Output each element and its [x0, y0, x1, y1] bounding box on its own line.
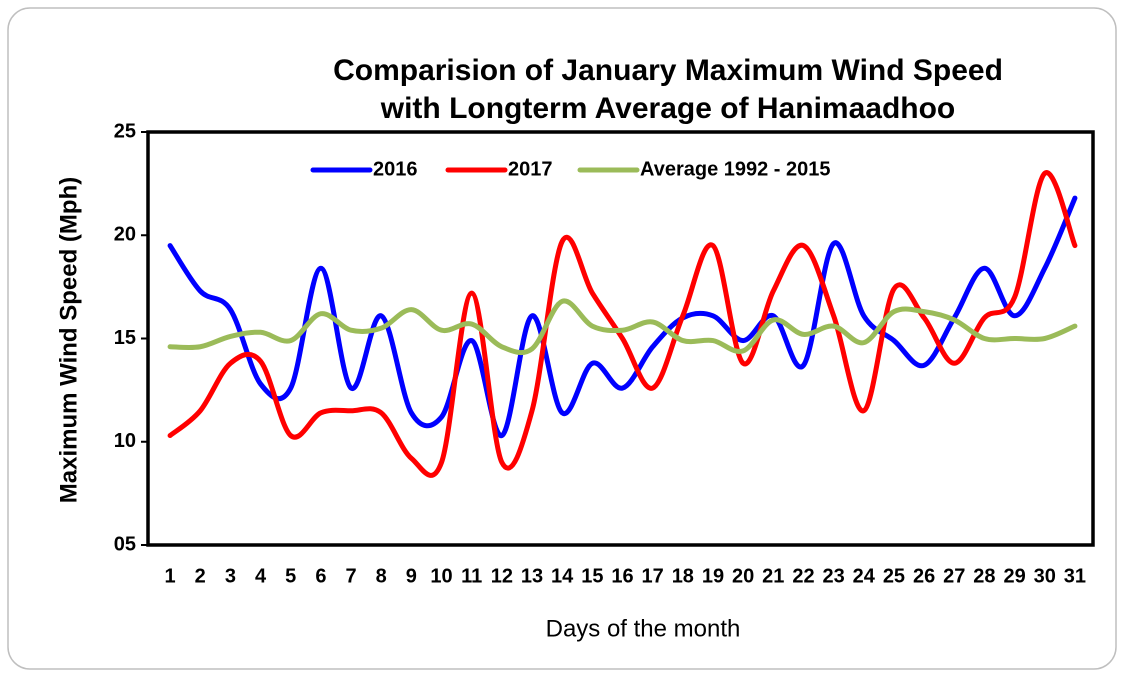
chart-title: with Longterm Average of Hanimaadhoo: [380, 92, 956, 125]
x-tick-label: 25: [883, 565, 905, 587]
x-tick-label: 3: [225, 565, 236, 587]
y-tick-label: 25: [114, 120, 136, 142]
x-tick-label: 31: [1064, 565, 1086, 587]
legend-label: 2016: [373, 158, 418, 180]
x-tick-label: 11: [461, 565, 482, 587]
x-tick-label: 12: [491, 565, 513, 587]
x-tick-label: 9: [406, 565, 417, 587]
x-axis-label: Days of the month: [546, 615, 741, 642]
x-tick-label: 19: [702, 565, 724, 587]
x-tick-label: 17: [642, 565, 664, 587]
x-tick-label: 16: [611, 565, 633, 587]
y-axis-label: Maximum Wind Speed (Mph): [55, 177, 82, 503]
y-tick-label: 10: [114, 430, 136, 452]
x-tick-label: 8: [376, 565, 387, 587]
y-tick-label: 15: [114, 327, 136, 349]
x-tick-label: 22: [792, 565, 814, 587]
data-line: [167, 298, 1078, 356]
legend-label: 2017: [508, 158, 553, 180]
x-tick-label: 4: [255, 565, 267, 587]
legend-label: Average 1992 - 2015: [640, 158, 831, 180]
x-tick-label: 14: [551, 565, 574, 587]
x-tick-label: 29: [1003, 565, 1025, 587]
x-tick-label: 10: [430, 565, 452, 587]
x-tick-label: 26: [913, 565, 935, 587]
data-line: [167, 195, 1078, 439]
x-tick-label: 7: [345, 565, 356, 587]
chart-border: [7, 7, 1117, 670]
x-tick-label: 27: [943, 565, 965, 587]
y-tick-label: 20: [114, 224, 136, 246]
x-tick-label: 1: [165, 565, 176, 587]
x-tick-label: 13: [521, 565, 543, 587]
x-tick-label: 20: [732, 565, 754, 587]
chart-title: Comparision of January Maximum Wind Spee…: [333, 54, 1003, 87]
x-tick-label: 28: [973, 565, 995, 587]
x-tick-label: 23: [823, 565, 845, 587]
x-tick-label: 6: [315, 565, 326, 587]
x-tick-label: 15: [581, 565, 603, 587]
x-tick-label: 2: [195, 565, 206, 587]
y-tick-label: 05: [114, 533, 136, 555]
x-tick-label: 18: [672, 565, 694, 587]
x-tick-label: 5: [285, 565, 296, 587]
x-tick-label: 24: [853, 565, 876, 587]
x-tick-label: 21: [762, 565, 784, 587]
x-tick-label: 30: [1034, 565, 1056, 587]
